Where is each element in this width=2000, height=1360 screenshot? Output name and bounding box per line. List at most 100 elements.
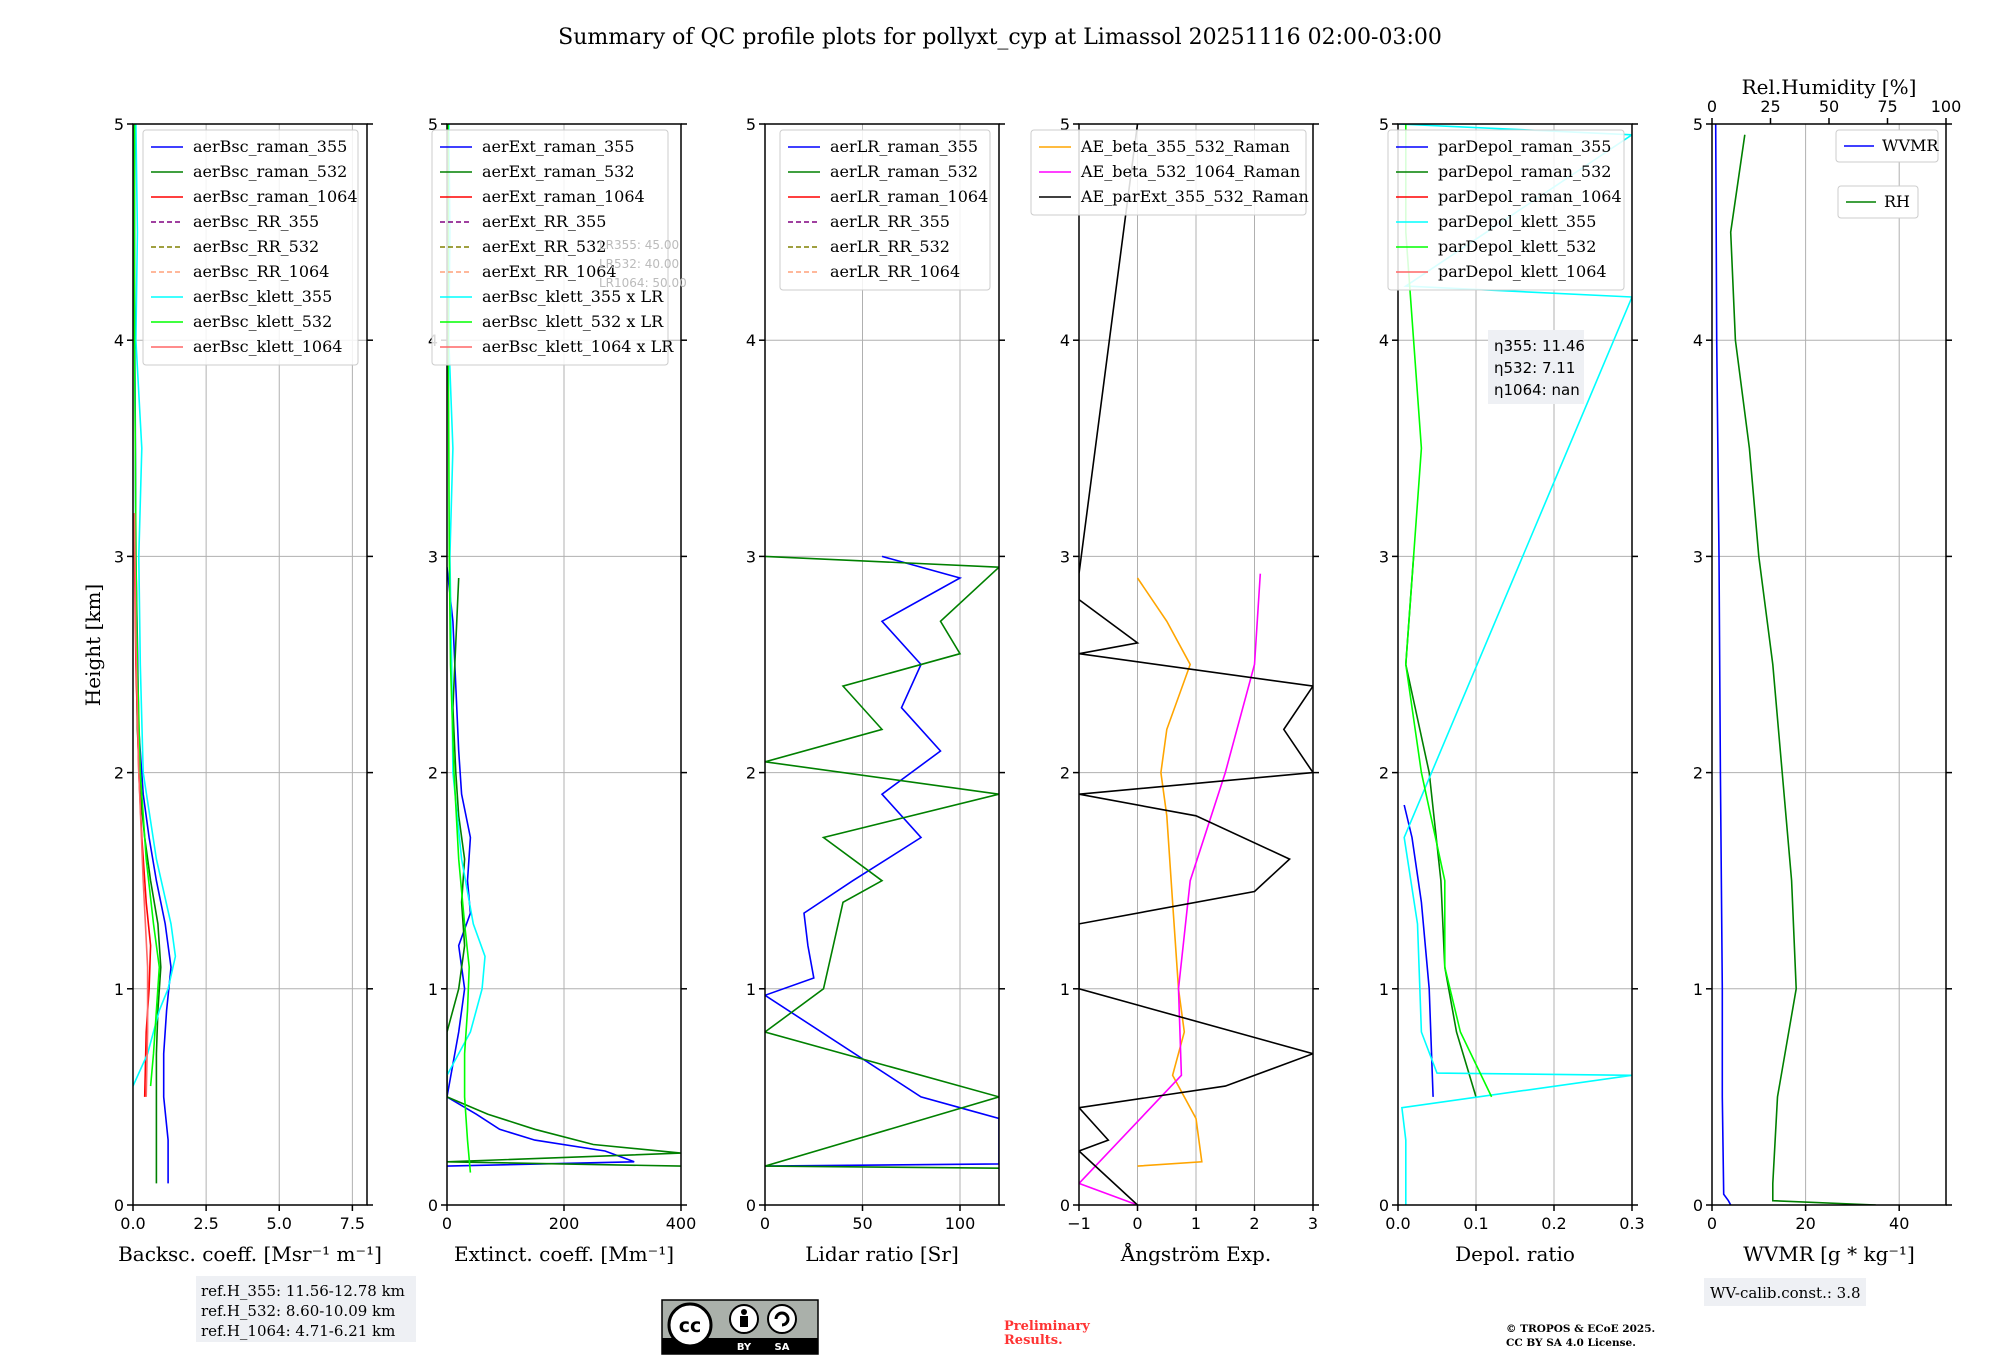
top-tick-label: 75 [1877,97,1897,116]
legend: aerExt_raman_355 aerExt_raman_532 aerExt_r… [431,129,674,366]
legend-label: aerBsc_RR_1064 [193,262,329,281]
series-line-RH [1729,134,1876,1205]
legend-frame [779,129,991,291]
legend-label: aerBsc_RR_355 [193,212,319,231]
legend-label: aerLR_raman_355 [830,137,978,156]
x-axis-label: WVMR [g * kg⁻¹] [1743,1242,1915,1266]
ref-height-1064: ref.H_1064: 4.71-6.21 km [201,1322,395,1340]
copyright-line-2: CC BY SA 4.0 License. [1506,1337,1636,1349]
wv-calibration-bg [1704,1278,1866,1306]
x-tick-label: 5.0 [267,1214,292,1233]
series-line-aerBsc_klett_355 [133,124,177,1087]
legend-label: AE_parExt_355_532_Raman [1080,187,1309,206]
legend-wvmr: WVMR [1835,129,1939,163]
x-tick-label: 1 [1191,1214,1201,1233]
series-line-AE_beta_355_532_Raman [1136,577,1203,1167]
axes-frame [132,123,368,1206]
y-tick-label: 2 [114,764,124,783]
y-tick-label: 0 [1693,1196,1703,1215]
preliminary-line-2: Results. [1004,1333,1063,1348]
x-tick-label: −1 [1067,1214,1091,1233]
top-tick-label: 50 [1819,97,1839,116]
legend-label: parDepol_raman_355 [1438,137,1611,156]
y-tick-label: 1 [746,980,756,999]
top-tick-label: 100 [1931,97,1962,116]
lr-note-3: LR1064: 50.00 [599,276,687,290]
y-tick-label: 3 [1693,547,1703,566]
legend-label: aerExt_raman_355 [482,137,635,156]
legend-label: aerBsc_raman_532 [193,162,347,181]
y-tick-label: 2 [428,764,438,783]
cc-license-badge: cc BY SA [661,1299,819,1355]
wv-calibration-text: WV-calib.const.: 3.8 [1710,1284,1861,1302]
cc-by-label: BY [737,1342,752,1353]
legend-label: aerExt_RR_1064 [482,262,617,281]
legend-label: aerBsc_klett_355 x LR [482,287,664,306]
x-axis-label: Backsc. coeff. [Msr⁻¹ m⁻¹] [118,1242,382,1266]
series-group [1079,124,1313,1205]
x-tick-label: 3 [1308,1214,1318,1233]
ref-height-355: ref.H_355: 11.56-12.78 km [201,1282,405,1300]
legend-label: AE_beta_355_532_Raman [1080,137,1290,156]
x-tick-label: 20 [1795,1214,1815,1233]
y-tick-label: 0 [1379,1196,1389,1215]
series-line-parDepol_klett_532 [1404,124,1493,1098]
y-tick-label: 4 [1379,331,1389,350]
x-axis-label: Depol. ratio [1455,1242,1575,1266]
eta-532: η532: 7.11 [1494,359,1575,377]
axes-frame [1711,123,1947,1206]
panels: 0 1 2 3 4 5 0.0 2.5 5.0 7.5 Backsc. coeff. [Msr⁻¹ … [114,75,1961,1266]
legend-label: parDepol_klett_532 [1438,237,1596,256]
wv-calibration-box: WV-calib.const.: 3.8 [1704,1278,1866,1306]
legend-label: aerBsc_klett_1064 [193,337,342,356]
legend-frame [142,129,359,366]
x-tick-label: 0.1 [1463,1214,1488,1233]
legend: aerLR_raman_355 aerLR_raman_532 aerLR_rama… [779,129,991,291]
cc-icon [667,1302,713,1348]
x-axis-label: Ångström Exp. [1120,1241,1271,1266]
series-line-WVMR [1714,124,1732,1205]
legend-frame [1030,129,1307,216]
legend-label: RH [1884,192,1910,211]
lr-note-1: LR355: 45.00 [599,238,679,252]
y-tick-label: 2 [746,764,756,783]
legend-label: aerBsc_klett_532 x LR [482,312,664,331]
x-tick-label: 200 [549,1214,580,1233]
legend-label: aerBsc_klett_355 [193,287,332,306]
legend-label: aerExt_RR_355 [482,212,606,231]
x-tick-label: 0.3 [1619,1214,1644,1233]
y-axis-label: Height [km] [81,584,105,706]
legend-label: AE_beta_532_1064_Raman [1080,162,1300,181]
eta-box-bg [1488,330,1584,404]
panel-5: 0 1 2 3 4 5 0.0 0.1 0.2 0.3 Depol. ratio parDepol_r… [1379,115,1645,1266]
y-tick-label: 5 [1693,115,1703,134]
copyright-line-1: © TROPOS & ECoE 2025. [1506,1323,1655,1335]
x-tick-label: 100 [945,1214,976,1233]
legend-label: parDepol_klett_355 [1438,212,1596,231]
eta-box: η355: 11.46 η532: 7.11 η1064: nan [1488,330,1585,404]
legend-frame [431,129,669,366]
legend-label: aerBsc_klett_532 [193,312,332,331]
legend-label: aerExt_raman_532 [482,162,635,181]
y-tick-label: 5 [114,115,124,134]
legend-label: parDepol_klett_1064 [1438,262,1607,281]
y-tick-label: 1 [428,980,438,999]
legend-label: aerLR_RR_355 [830,212,950,231]
legend-label: aerBsc_RR_532 [193,237,319,256]
y-tick-label: 5 [428,115,438,134]
legend-label: aerLR_raman_1064 [830,187,988,206]
series-line-AE_beta_532_1064_Raman [1079,573,1262,1205]
x-tick-label: 0 [442,1214,452,1233]
x-axis-label: Extinct. coeff. [Mm⁻¹] [454,1242,674,1266]
x-tick-label: 0.0 [120,1214,145,1233]
legend-label: aerExt_raman_1064 [482,187,645,206]
series-group [1714,124,1876,1205]
legend-frame [1387,129,1625,291]
y-tick-label: 4 [1060,331,1070,350]
eta-355: η355: 11.46 [1494,337,1585,355]
series-line-aerBsc_klett_532 x LR [447,124,472,1173]
reference-height-bg [196,1276,416,1342]
